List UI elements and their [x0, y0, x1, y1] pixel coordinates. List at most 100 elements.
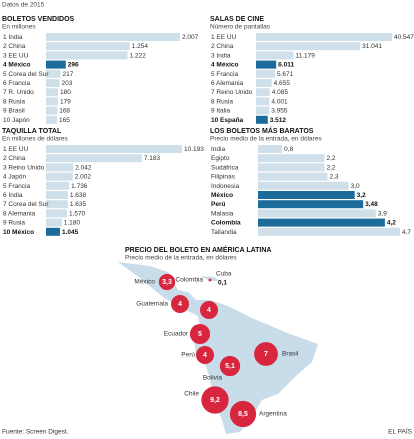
category-label: 10 Japón	[3, 117, 30, 124]
bubble-value: 7	[264, 351, 268, 358]
value-label: 180	[60, 89, 71, 96]
bar	[46, 106, 58, 115]
value-label: 2,3	[329, 174, 338, 181]
value-label: 3,0	[351, 183, 360, 190]
value-label: 1.635	[70, 201, 87, 208]
bar	[258, 172, 328, 181]
bar	[46, 154, 142, 163]
chart-subtitle: En millones de dólares	[2, 136, 69, 143]
country-label: Argentina	[259, 411, 287, 418]
value-label: 4,7	[402, 229, 411, 236]
bubble	[254, 342, 278, 366]
category-label: 4 Japón	[3, 174, 27, 181]
value-label: 1.736	[71, 183, 88, 190]
country-label: Colombia	[176, 277, 204, 284]
bar	[258, 227, 400, 236]
category-label: Sudáfrica	[211, 164, 239, 171]
category-label: 6 India	[3, 192, 23, 199]
chart-subtitle: Precio medio de la entrada, en dólares	[125, 255, 237, 262]
note: Datos de 2015	[2, 2, 45, 9]
category-label: 6 Francia	[3, 80, 30, 87]
country-label: México	[134, 279, 155, 286]
value-label: 168	[59, 108, 70, 115]
category-label: 5 Corea del Sur	[3, 71, 49, 78]
bubble-value: 4	[203, 352, 207, 359]
bar	[46, 42, 130, 51]
bubble	[196, 346, 214, 364]
bar	[258, 209, 376, 218]
category-label: Egipto	[211, 155, 230, 162]
category-label: 4 México	[211, 62, 238, 69]
brand: EL PAÍS	[388, 427, 413, 436]
chart-subtitle: En millones	[2, 24, 36, 31]
value-label: 203	[62, 80, 73, 87]
value-label: 217	[62, 71, 73, 78]
value-label: 40.547	[394, 34, 414, 41]
source: Fuente: Screen Digest.	[2, 429, 69, 436]
category-label: Indonesia	[211, 183, 240, 190]
value-label: 3.955	[271, 108, 288, 115]
category-label: 4 México	[3, 62, 30, 69]
bar	[46, 115, 58, 124]
value-label: 2.002	[75, 174, 92, 181]
category-label: 8 Alemania	[3, 210, 36, 217]
bar	[258, 218, 385, 227]
category-label: 9 Rusia	[3, 220, 25, 227]
bar	[46, 145, 182, 153]
bar	[46, 33, 180, 41]
bar	[46, 88, 59, 97]
bubble-value: 5	[198, 331, 202, 338]
value-label: 11.179	[295, 52, 315, 59]
bar	[258, 181, 349, 190]
category-label: 6 Alemania	[211, 80, 244, 87]
bubble	[208, 278, 212, 282]
bubble-value: 9,2	[210, 397, 220, 404]
value-label: 4.085	[272, 89, 289, 96]
category-label: Colombia	[211, 220, 241, 227]
category-label: 7 Corea del Sur	[3, 201, 49, 208]
category-label: 7 Reino Unido	[211, 89, 253, 96]
bubble-value: 4	[207, 307, 211, 314]
bubble-value: 8,5	[238, 411, 248, 418]
category-label: Perú	[211, 201, 225, 208]
bubble	[171, 295, 189, 313]
chart-title: TAQUILLA TOTAL	[2, 128, 62, 135]
value-label: 0,8	[284, 146, 293, 153]
category-label: México	[211, 192, 233, 199]
bubble	[189, 323, 211, 345]
value-label: 4.001	[271, 98, 288, 105]
bar	[256, 60, 277, 69]
bar	[46, 60, 66, 69]
value-label: 165	[59, 117, 70, 124]
bubble	[201, 386, 229, 414]
bar	[256, 106, 270, 115]
bubble-value: 0,1	[218, 280, 227, 287]
country-label: Perú	[181, 352, 195, 359]
bar	[258, 145, 283, 153]
chart-title: PRECIO DEL BOLETO EN AMÉRICA LATINA	[125, 245, 272, 254]
bubble-value: 5,1	[225, 363, 235, 370]
category-label: 10 España	[211, 117, 244, 124]
category-label: Malasia	[211, 210, 234, 217]
value-label: 4,2	[387, 220, 396, 227]
bar	[256, 79, 272, 87]
bar	[46, 69, 61, 78]
bar	[258, 191, 355, 199]
value-label: 3,48	[365, 201, 378, 208]
value-label: 1.570	[69, 210, 86, 217]
bubble	[200, 301, 218, 319]
category-label: 2 China	[3, 155, 26, 162]
value-label: 2,2	[326, 164, 335, 171]
value-label: 2.007	[182, 34, 199, 41]
value-label: 10.193	[184, 146, 204, 153]
value-label: 1.638	[70, 192, 87, 199]
category-label: 7 R. Unido	[3, 89, 34, 96]
chart-title: LOS BOLETOS MÁS BARATOS	[210, 126, 314, 135]
value-label: 7.183	[144, 155, 161, 162]
category-label: 3 India	[211, 52, 231, 59]
category-label: 3 EE UU	[3, 52, 29, 59]
category-label: 8 Rusia	[3, 98, 25, 105]
chart-subtitle: Número de pantallas	[210, 24, 271, 31]
bar	[256, 42, 361, 51]
